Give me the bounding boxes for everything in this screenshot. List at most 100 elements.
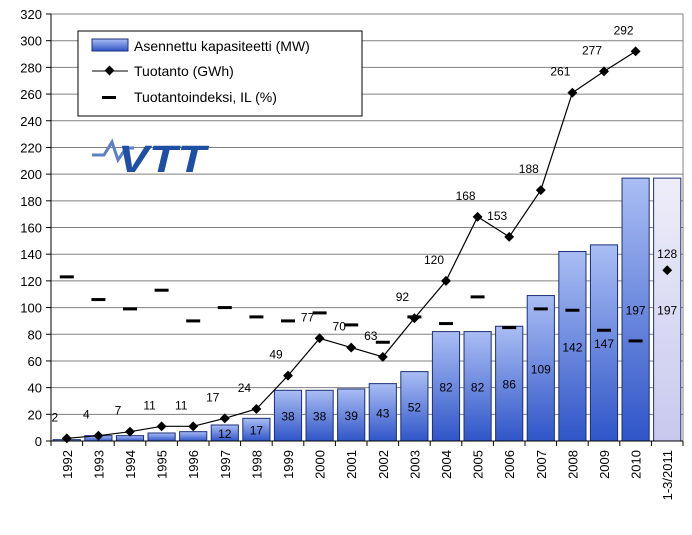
- y-tick-label: 80: [28, 327, 42, 342]
- index-dash: [186, 319, 201, 323]
- production-point: [61, 433, 72, 444]
- capacity-bar: [621, 177, 650, 442]
- index-dash: [249, 315, 264, 319]
- capacity-bar-label: 39: [345, 409, 359, 423]
- y-tick-label: 180: [20, 194, 42, 209]
- x-tick-label: 2004: [439, 450, 454, 479]
- legend-dash-swatch: [102, 96, 116, 99]
- y-tick-label: 140: [20, 247, 42, 262]
- y-tick-label: 120: [20, 274, 42, 289]
- x-tick-label: 1999: [281, 450, 296, 479]
- x-tick-label: 2001: [344, 450, 359, 479]
- production-point: [472, 211, 483, 222]
- y-tick-label: 160: [20, 221, 42, 236]
- index-dash: [470, 295, 485, 299]
- production-point: [251, 404, 262, 414]
- production-label: 7: [115, 404, 122, 418]
- x-tick-label: 2000: [313, 450, 328, 479]
- production-label: 2: [51, 410, 58, 424]
- index-dash: [533, 307, 548, 311]
- production-point: [409, 313, 420, 324]
- index-dash: [312, 311, 327, 315]
- capacity-bar: [589, 244, 619, 442]
- capacity-bar: [526, 295, 555, 442]
- production-label: 188: [519, 162, 539, 176]
- x-tick-label: 2009: [597, 450, 612, 479]
- capacity-bar-label: 52: [408, 400, 422, 414]
- capacity-bar-label: 38: [281, 410, 295, 424]
- x-tick-label: 2010: [629, 450, 644, 479]
- index-dash: [628, 339, 643, 343]
- production-point: [630, 46, 641, 57]
- x-tick-label: 2005: [471, 450, 486, 479]
- capacity-bar-label: 38: [313, 410, 327, 424]
- y-tick-label: 300: [20, 34, 42, 49]
- y-tick-label: 100: [20, 301, 42, 316]
- index-dash: [344, 323, 359, 327]
- production-point: [599, 66, 609, 77]
- y-tick-label: 0: [35, 434, 42, 449]
- legend-label-capacity: Asennettu kapasiteetti (MW): [134, 38, 310, 54]
- production-point: [219, 413, 230, 424]
- capacity-bar-label: 86: [503, 378, 517, 392]
- production-label: 24: [238, 381, 252, 395]
- index-dashes: [59, 275, 643, 344]
- production-point: [567, 87, 578, 98]
- capacity-bar-label: 82: [471, 380, 485, 394]
- vtt-logo-wave-icon: [92, 138, 134, 164]
- capacity-bar-label: 109: [531, 362, 551, 376]
- legend-bar-swatch: [91, 38, 129, 52]
- y-tick-label: 20: [28, 407, 42, 422]
- capacity-bar: [368, 383, 397, 442]
- y-axis: 0 20 40 60 80 100 120 140 160 180 200 220 240 260 280 3…: [20, 7, 52, 449]
- production-label: 77: [301, 310, 315, 324]
- production-point: [504, 231, 515, 242]
- production-point: [346, 342, 357, 353]
- index-dash: [281, 319, 295, 323]
- production-label: 128: [657, 247, 677, 261]
- x-tick-label: 1994: [123, 450, 138, 479]
- y-tick-label: 60: [28, 354, 42, 369]
- capacity-bar: [273, 389, 303, 442]
- production-point: [156, 421, 167, 432]
- legend-label-production: Tuotanto (GWh): [134, 63, 234, 79]
- production-point: [535, 185, 546, 196]
- capacity-bar-label: 147: [594, 337, 614, 351]
- production-label: 11: [143, 398, 156, 412]
- capacity-bar-label: 43: [376, 406, 390, 420]
- x-tick-label: 1993: [91, 450, 106, 479]
- vtt-logo: VTT: [92, 138, 209, 181]
- production-point: [314, 333, 325, 344]
- y-tick-label: 240: [20, 114, 42, 129]
- index-dash: [217, 306, 232, 310]
- x-tick-label: 1998: [249, 450, 264, 479]
- x-tick-label: 2007: [534, 450, 549, 479]
- capacity-bars: 12 17 38 38 39 43 52 82 82 86 109 142 147 197 197: [52, 177, 682, 442]
- production-point: [283, 370, 293, 381]
- capacity-bar-label: 82: [439, 380, 453, 394]
- index-dash: [123, 307, 137, 311]
- production-label: 292: [614, 23, 634, 37]
- capacity-bar: [463, 331, 492, 442]
- production-line: 2 4 7 11 11172449777063921201681531882612772…: [51, 23, 678, 444]
- production-label: 11: [175, 398, 188, 412]
- production-point: [188, 421, 199, 432]
- index-dash: [597, 328, 611, 332]
- production-label: 4: [83, 408, 90, 422]
- index-dash: [502, 326, 517, 330]
- capacity-bar: [179, 431, 208, 442]
- y-tick-label: 320: [20, 7, 42, 22]
- y-tick-label: 220: [20, 140, 42, 155]
- capacity-bar: [337, 388, 366, 442]
- index-dash: [565, 308, 580, 312]
- x-tick-label: 1996: [186, 450, 201, 479]
- production-point: [441, 275, 451, 286]
- production-label: 70: [333, 320, 347, 334]
- capacity-bar-label: 142: [562, 340, 582, 354]
- index-dash: [91, 298, 106, 302]
- capacity-bar: [431, 331, 461, 442]
- production-label: 168: [456, 189, 476, 203]
- y-tick-label: 280: [20, 60, 42, 75]
- production-point: [125, 426, 135, 437]
